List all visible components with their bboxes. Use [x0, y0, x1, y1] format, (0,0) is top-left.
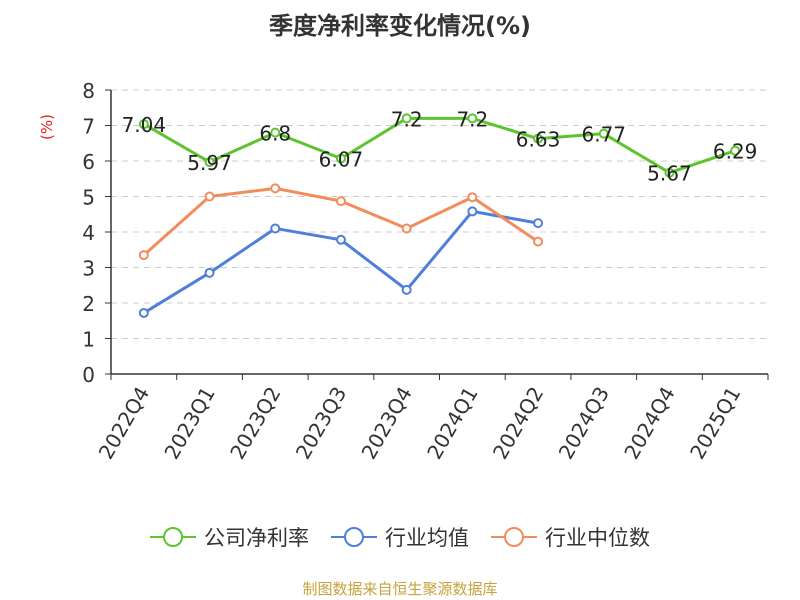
data-point[interactable] [401, 113, 412, 124]
data-label: 6.8 [259, 122, 291, 146]
y-tick-label: 6 [82, 150, 95, 174]
data-label: 7.04 [122, 113, 167, 137]
y-tick-label: 5 [82, 186, 95, 210]
series-line [143, 116, 736, 175]
x-tick-label: 2023Q3 [291, 383, 351, 464]
legend-item-company[interactable]: 公司净利率 [150, 522, 309, 552]
legend-label: 行业中位数 [545, 526, 650, 550]
x-tick-label: 2023Q2 [225, 383, 285, 464]
x-tick-label: 2022Q4 [94, 383, 154, 464]
data-point[interactable] [204, 267, 215, 278]
data-label: 6.63 [516, 128, 561, 152]
y-tick-label: 3 [82, 257, 95, 281]
legend: 公司净利率 行业均值 行业中位数 [0, 522, 800, 552]
data-point[interactable] [401, 284, 412, 295]
data-point[interactable] [533, 218, 544, 229]
data-point[interactable] [138, 119, 149, 130]
legend-label: 公司净利率 [204, 526, 309, 550]
legend-label: 行业均值 [385, 526, 469, 550]
data-point[interactable] [598, 128, 609, 139]
x-tick-label: 2023Q4 [357, 383, 417, 464]
series [138, 113, 741, 318]
data-label: 6.77 [581, 123, 626, 147]
x-tick-label: 2024Q2 [488, 383, 548, 464]
data-point[interactable] [270, 223, 281, 234]
y-tick-label: 8 [82, 79, 95, 103]
data-labels: 7.04 5.97 6.8 6.07 7.2 7.2 6.63 6.77 5.67 6.29 [122, 107, 758, 185]
y-axis-label: (%) [38, 114, 56, 140]
data-point[interactable] [467, 192, 478, 203]
x-tick-label: 2024Q3 [554, 383, 614, 464]
data-point[interactable] [270, 183, 281, 194]
legend-item-industry-median[interactable]: 行业中位数 [491, 522, 650, 552]
y-tick-label: 2 [82, 292, 95, 316]
data-label: 5.67 [647, 162, 692, 186]
x-tick-label: 2024Q4 [619, 383, 679, 464]
legend-marker-icon [491, 527, 537, 547]
data-point[interactable] [138, 307, 149, 318]
data-point[interactable] [204, 157, 215, 168]
data-label: 6.29 [713, 140, 758, 164]
x-tick-label: 2024Q1 [422, 383, 482, 464]
data-point[interactable] [467, 206, 478, 217]
data-point[interactable] [270, 127, 281, 138]
y-tick-label: 1 [82, 328, 95, 352]
data-point[interactable] [467, 113, 478, 124]
chart-title: 季度净利率变化情况(%) [269, 12, 531, 40]
data-label: 7.2 [391, 107, 423, 131]
y-tick-label: 0 [82, 363, 95, 387]
source-note: 制图数据来自恒生聚源数据库 [302, 580, 498, 598]
x-tick-label: 2025Q1 [685, 383, 745, 464]
y-tick-label: 4 [82, 221, 95, 245]
data-point[interactable] [138, 250, 149, 261]
data-point[interactable] [533, 133, 544, 144]
legend-marker-icon [150, 527, 196, 547]
data-label: 7.2 [456, 107, 488, 131]
data-label: 5.97 [187, 151, 232, 175]
data-point[interactable] [401, 223, 412, 234]
data-point[interactable] [204, 191, 215, 202]
data-point[interactable] [335, 234, 346, 245]
data-label: 6.07 [319, 148, 364, 172]
legend-marker-icon [331, 527, 377, 547]
data-point[interactable] [335, 196, 346, 207]
x-tick-label: 2023Q1 [159, 383, 219, 464]
data-point[interactable] [335, 153, 346, 164]
data-point[interactable] [664, 167, 675, 178]
data-point[interactable] [730, 145, 741, 156]
y-tick-label: 7 [82, 115, 95, 139]
legend-item-industry-mean[interactable]: 行业均值 [331, 522, 469, 552]
series-line [143, 209, 539, 315]
data-point[interactable] [533, 236, 544, 247]
